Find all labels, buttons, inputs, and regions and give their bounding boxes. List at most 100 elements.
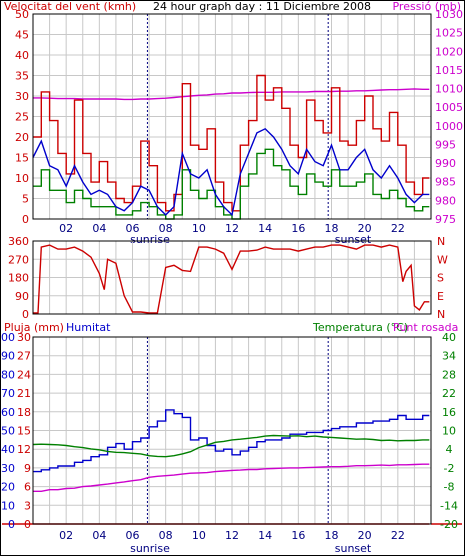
temp-y-tick-5: 10 (442, 425, 456, 438)
top-xtick-20: 20 (358, 222, 372, 235)
pressure-y-tick-5: 1000 (435, 120, 463, 133)
dir-compass-tick-2: S (437, 272, 444, 285)
pressure-y-tick-8: 1015 (435, 64, 463, 77)
rain-y-tick-4: 12 (17, 443, 31, 456)
humidity-y-tick-0: 0 (8, 518, 15, 531)
pressure-y-tick-9: 1020 (435, 45, 463, 58)
dir-y-tick-3: 270 (8, 253, 29, 266)
wind-average-series-line (32, 127, 430, 217)
pressure-y-tick-0: 975 (435, 213, 456, 226)
wind-panel-frame (32, 13, 432, 220)
rain-y-tick-3: 9 (24, 462, 31, 475)
direction-panel-frame (32, 240, 432, 315)
bottom-xtick-04: 04 (92, 529, 106, 542)
wind-y-tick-1: 5 (22, 193, 29, 206)
pressure-y-tick-4: 995 (435, 138, 456, 151)
sunrise-label-bottom: sunrise (130, 542, 170, 555)
top-xtick-02: 02 (59, 222, 73, 235)
rain-y-tick-8: 24 (17, 368, 31, 381)
humidity-y-tick-4: 40 (1, 443, 15, 456)
humidity-axis-title: Humitat (66, 321, 111, 334)
dir-compass-tick-4: N (437, 235, 445, 248)
bottom-xtick-08: 08 (159, 529, 173, 542)
temp-y-tick-4: 4 (446, 443, 453, 456)
humidity-y-tick-10: 100 (0, 331, 15, 344)
temperature-axis-title: Temperatura (°C) (312, 321, 408, 334)
temperature-panel-frame (32, 336, 432, 525)
pressure-y-tick-11: 1030 (435, 8, 463, 21)
top-xtick-16: 16 (291, 222, 305, 235)
humidity-y-tick-3: 30 (1, 462, 15, 475)
temperature-series-line (32, 434, 430, 458)
pressure-axis-title: Pressió (mb) (392, 0, 461, 13)
rain-y-tick-7: 21 (17, 387, 31, 400)
rain-y-tick-5: 15 (17, 425, 31, 438)
bottom-xtick-22: 22 (391, 529, 405, 542)
temp-y-tick-9: 34 (442, 350, 456, 363)
bottom-xtick-12: 12 (225, 529, 239, 542)
dir-y-tick-0: 0 (22, 308, 29, 321)
pressure-y-tick-6: 1005 (435, 101, 463, 114)
wind-y-tick-10: 50 (15, 8, 29, 21)
top-xtick-14: 14 (258, 222, 272, 235)
dir-compass-tick-1: E (437, 290, 444, 303)
humidity-y-tick-2: 20 (1, 481, 15, 494)
rain-y-tick-10: 30 (17, 331, 31, 344)
bottom-xtick-14: 14 (258, 529, 272, 542)
top-xtick-10: 10 (192, 222, 206, 235)
sunrise-label-top: sunrise (130, 233, 170, 246)
bottom-xtick-02: 02 (59, 529, 73, 542)
pressure-series-line (33, 88, 430, 101)
pressure-y-tick-3: 990 (435, 157, 456, 170)
bottom-xtick-16: 16 (291, 529, 305, 542)
wind-y-tick-3: 15 (15, 152, 29, 165)
dir-compass-tick-3: W (437, 253, 448, 266)
temp-y-tick-8: 28 (442, 368, 456, 381)
rain-y-tick-1: 3 (24, 499, 31, 512)
top-xtick-06: 06 (126, 222, 140, 235)
direction-series-line (33, 244, 430, 314)
bottom-xtick-10: 10 (192, 529, 206, 542)
temp-y-tick-6: 16 (442, 406, 456, 419)
tick-label-layer: 0510152025303540455097598098599099510001… (0, 8, 463, 542)
dir-y-tick-4: 360 (8, 235, 29, 248)
humidity-y-tick-8: 80 (1, 368, 15, 381)
dir-y-tick-2: 180 (8, 272, 29, 285)
temp-y-tick-1: -14 (440, 499, 458, 512)
rain-y-tick-2: 6 (24, 481, 31, 494)
sunset-label-top: sunset (335, 233, 372, 246)
wind-y-tick-2: 10 (15, 172, 29, 185)
dir-y-tick-1: 90 (15, 290, 29, 303)
wind-y-tick-4: 20 (15, 131, 29, 144)
pressure-y-tick-7: 1010 (435, 83, 463, 96)
bottom-xtick-18: 18 (325, 529, 339, 542)
wind-y-tick-6: 30 (15, 90, 29, 103)
wind-y-tick-5: 25 (15, 111, 29, 124)
wind-y-tick-8: 40 (15, 49, 29, 62)
rain-y-tick-0: 0 (24, 518, 31, 531)
rain-axis-title: Pluja (mm) (4, 321, 64, 334)
pressure-y-tick-1: 980 (435, 194, 456, 207)
graph-title: 24 hour graph day : 11 Diciembre 2008 (153, 0, 371, 13)
pressure-y-tick-10: 1025 (435, 27, 463, 40)
bottom-xtick-06: 06 (126, 529, 140, 542)
top-xtick-08: 08 (159, 222, 173, 235)
humidity-y-tick-5: 50 (1, 425, 15, 438)
temp-y-tick-2: -8 (444, 481, 455, 494)
sunset-label-bottom: sunset (335, 542, 372, 555)
humidity-y-tick-6: 60 (1, 406, 15, 419)
top-xtick-22: 22 (391, 222, 405, 235)
rain-y-tick-9: 27 (17, 350, 31, 363)
top-xtick-18: 18 (325, 222, 339, 235)
top-xtick-04: 04 (92, 222, 106, 235)
wind-axis-title: Velocitat del vent (kmh) (4, 0, 136, 13)
dewpoint-series-line (33, 463, 430, 492)
temp-y-tick-3: -2 (444, 462, 455, 475)
dewpoint-axis-title: Punt rosada (393, 321, 458, 334)
wind-y-tick-7: 35 (15, 70, 29, 83)
humidity-series-line (33, 409, 430, 473)
wind-gust-series-line (33, 74, 430, 212)
rain-y-tick-6: 18 (17, 406, 31, 419)
